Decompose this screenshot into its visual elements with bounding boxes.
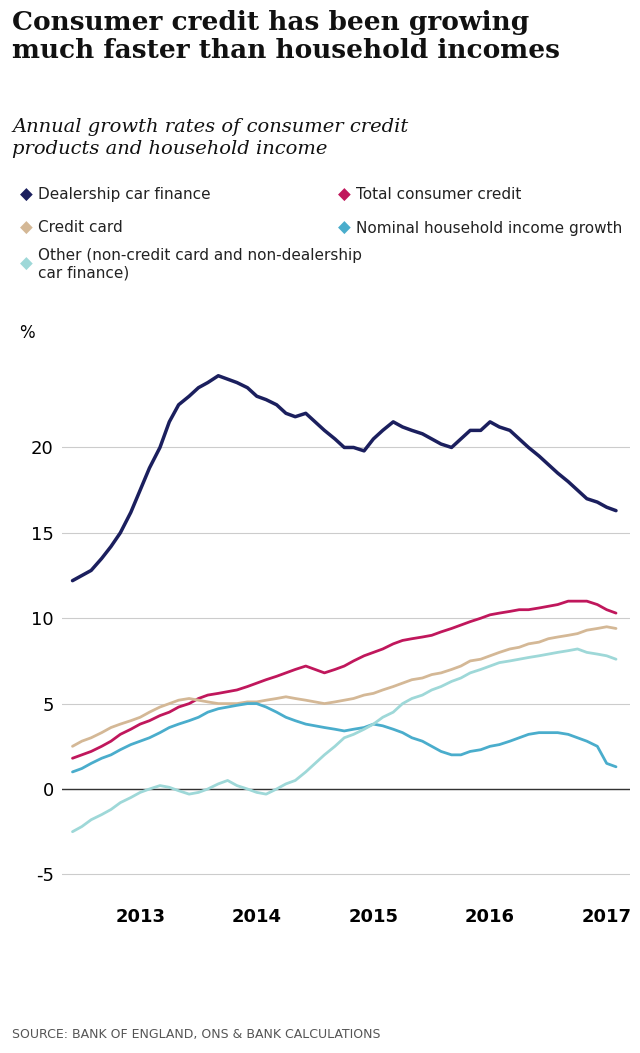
Text: %: %	[19, 324, 35, 342]
Text: Other (non-credit card and non-dealership
car finance): Other (non-credit card and non-dealershi…	[38, 247, 362, 280]
Text: SOURCE: BANK OF ENGLAND, ONS & BANK CALCULATIONS: SOURCE: BANK OF ENGLAND, ONS & BANK CALC…	[12, 1028, 381, 1041]
Text: ◆: ◆	[20, 219, 33, 237]
Text: ◆: ◆	[20, 186, 33, 204]
Text: Consumer credit has been growing
much faster than household incomes: Consumer credit has been growing much fa…	[12, 9, 560, 63]
Text: Annual growth rates of consumer credit
products and household income: Annual growth rates of consumer credit p…	[12, 118, 408, 158]
Text: ◆: ◆	[20, 255, 33, 273]
Text: ◆: ◆	[338, 219, 351, 237]
Text: Nominal household income growth: Nominal household income growth	[356, 220, 622, 236]
Text: Credit card: Credit card	[38, 220, 123, 236]
Text: Dealership car finance: Dealership car finance	[38, 187, 211, 202]
Text: Total consumer credit: Total consumer credit	[356, 187, 522, 202]
Text: ◆: ◆	[338, 186, 351, 204]
